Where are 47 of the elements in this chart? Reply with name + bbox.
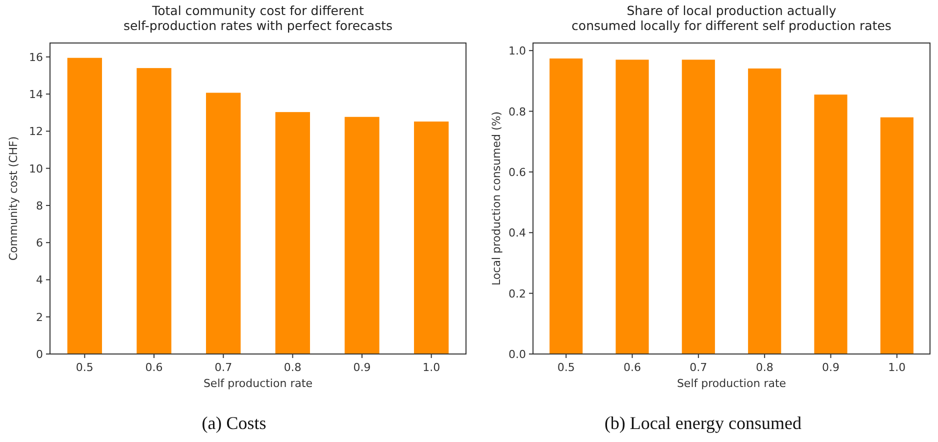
x-tick-label: 0.7 (690, 361, 708, 374)
x-tick-label: 0.6 (624, 361, 641, 374)
bar (275, 112, 310, 354)
bar (880, 117, 914, 354)
x-tick-label: 0.5 (557, 361, 575, 374)
y-tick-label: 4 (36, 274, 43, 287)
y-tick-label: 0.0 (508, 348, 526, 361)
bar (344, 116, 380, 354)
y-tick-label: 0.4 (508, 226, 526, 240)
bar (206, 92, 241, 354)
x-axis-title: Self production rate (203, 377, 313, 390)
bar (414, 122, 449, 354)
x-tick-label: 0.8 (284, 361, 302, 374)
chart-title: Share of local production actually consumed locally for different self production rates (572, 3, 892, 33)
x-tick-label: 0.8 (756, 361, 774, 374)
x-tick-label: 0.9 (353, 361, 371, 374)
y-tick-label: 2 (36, 310, 43, 324)
y-axis-title: Local production consumed (%) (490, 111, 503, 286)
chart-title: Total community cost for different self-production rates with perfect forecasts (123, 3, 393, 33)
y-tick-label: 8 (36, 199, 43, 212)
x-tick-label: 0.7 (214, 361, 232, 374)
y-tick-label: 14 (29, 88, 43, 102)
y-tick-label: 12 (29, 125, 43, 138)
y-tick-label: 10 (29, 162, 43, 176)
y-tick-label: 1.0 (508, 44, 526, 58)
x-tick-label: 1.0 (888, 361, 906, 374)
x-axis-title: Self production rate (676, 377, 786, 390)
bar (550, 58, 583, 354)
text: (a) Costs (202, 413, 266, 433)
y-axis-title: Community cost (CHF) (7, 136, 20, 261)
y-tick-label: 6 (36, 236, 43, 250)
bar (136, 68, 172, 354)
y-tick-label: 0.2 (508, 287, 526, 300)
y-tick-label: 0.6 (508, 166, 526, 179)
bar (67, 58, 102, 354)
bar (814, 94, 848, 354)
x-tick-label: 0.9 (822, 361, 840, 374)
text: (b) Local energy consumed (604, 413, 802, 433)
x-tick-label: 0.5 (76, 361, 94, 374)
bar (682, 60, 715, 354)
y-tick-label: 0 (36, 348, 43, 361)
bar (616, 60, 649, 354)
x-tick-label: 0.6 (145, 361, 163, 374)
y-tick-label: 16 (29, 50, 43, 64)
y-tick-label: 0.8 (508, 105, 526, 118)
x-tick-label: 1.0 (422, 361, 440, 374)
bar (748, 68, 782, 354)
